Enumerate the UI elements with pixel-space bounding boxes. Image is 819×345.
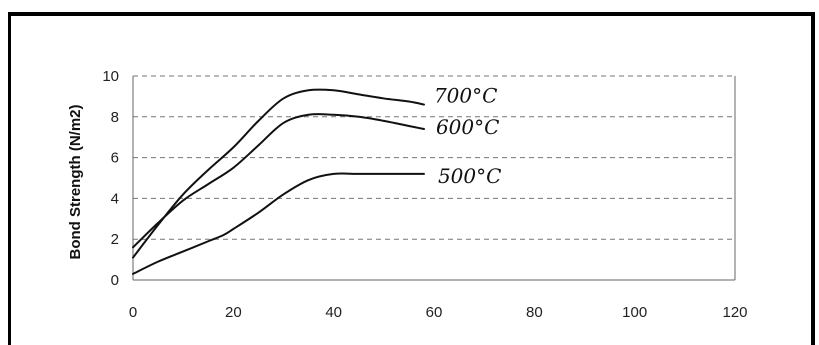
y-tick-label: 4 xyxy=(111,190,119,207)
y-tick-label: 10 xyxy=(102,68,119,85)
x-tick-label: 120 xyxy=(722,304,747,321)
x-tick-label: 40 xyxy=(325,304,342,321)
series-line xyxy=(132,88,425,259)
frame-border-top xyxy=(8,12,815,16)
series-labels: 700°C 600°C 500°C xyxy=(434,84,501,188)
y-tick-label: 2 xyxy=(111,231,119,248)
x-tick-label: 60 xyxy=(426,304,443,321)
x-tick-labels: 0 20 40 60 80 100 120 xyxy=(129,304,748,321)
series-label: 600°C xyxy=(436,115,499,139)
x-tick-label: 0 xyxy=(129,304,137,321)
x-tick-label: 100 xyxy=(622,304,647,321)
x-tick-label: 20 xyxy=(225,304,242,321)
frame-border-right xyxy=(811,12,815,345)
frame-border-left xyxy=(8,12,11,345)
series-label: 700°C xyxy=(434,84,497,108)
y-axis-label: Bond Strength (N/m2) xyxy=(67,105,84,260)
series-line xyxy=(132,113,425,249)
grid-lines xyxy=(133,75,735,240)
y-tick-labels: 0 2 4 6 8 10 xyxy=(102,68,119,289)
y-tick-label: 8 xyxy=(111,109,119,126)
x-tick-label: 80 xyxy=(526,304,543,321)
series-line xyxy=(132,172,425,275)
y-tick-label: 6 xyxy=(111,150,119,167)
series-label: 500°C xyxy=(438,164,501,188)
series-curves xyxy=(132,88,425,275)
y-tick-label: 0 xyxy=(111,272,119,289)
